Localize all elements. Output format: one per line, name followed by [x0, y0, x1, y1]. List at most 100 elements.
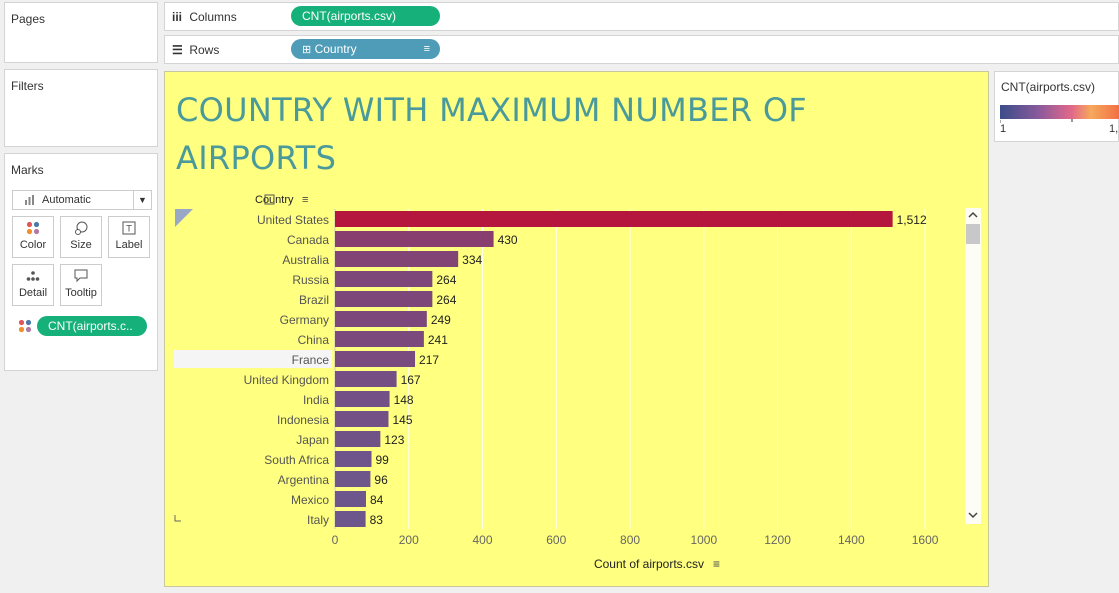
- country-label: China: [298, 333, 330, 347]
- tooltip-button[interactable]: Tooltip: [60, 264, 102, 306]
- bar: [335, 251, 459, 267]
- bar-value-label: 167: [401, 373, 421, 387]
- country-label: United Kingdom: [244, 373, 329, 387]
- country-label: Australia: [282, 253, 329, 267]
- color-label: Color: [19, 239, 47, 251]
- bar-chart[interactable]: Country ≡ United States 1,512 Canada 430 Austr…: [165, 72, 989, 587]
- bar: [335, 291, 433, 307]
- legend-min-label: 1: [1000, 123, 1007, 135]
- corner-marker: [174, 515, 181, 522]
- columns-icon: iii: [172, 10, 183, 24]
- row-header-label: Country: [255, 194, 294, 206]
- visualization-area[interactable]: COUNTRY WITH MAXIMUM NUMBER OF AIRPORTS …: [164, 71, 989, 587]
- color-icon: [13, 217, 53, 239]
- bar-value-label: 148: [394, 393, 414, 407]
- label-label: Label: [115, 239, 143, 251]
- x-tick-label: 1000: [690, 533, 717, 547]
- country-label: Argentina: [278, 473, 330, 487]
- marks-title: Marks: [11, 163, 44, 177]
- rows-label: Rows: [189, 43, 220, 57]
- country-label: United States: [257, 213, 329, 227]
- svg-text:T: T: [125, 225, 132, 235]
- color-button[interactable]: Color: [12, 216, 54, 258]
- bar-value-label: 99: [376, 453, 390, 467]
- bar: [335, 511, 366, 527]
- bar: [335, 351, 416, 367]
- pages-card[interactable]: Pages: [4, 2, 158, 63]
- columns-shelf[interactable]: iii Columns CNT(airports.csv): [164, 2, 1119, 31]
- label-button[interactable]: T Label: [108, 216, 150, 258]
- legend-title: CNT(airports.csv): [1001, 80, 1096, 94]
- rows-pill-label: Country: [314, 42, 357, 56]
- bar: [335, 391, 390, 407]
- tooltip-icon: [61, 265, 101, 287]
- tooltip-label: Tooltip: [65, 287, 97, 299]
- pages-title: Pages: [11, 12, 46, 26]
- bar-value-label: 334: [462, 253, 482, 267]
- x-tick-label: 600: [546, 533, 566, 547]
- sort-icon: ≡: [302, 194, 308, 206]
- bar: [335, 271, 433, 287]
- country-label: Germany: [280, 313, 329, 327]
- country-label: Russia: [292, 273, 329, 287]
- mark-type-dropdown[interactable]: Automatic ▼: [12, 190, 152, 210]
- country-label: Canada: [287, 233, 329, 247]
- x-tick-label: 1600: [912, 533, 939, 547]
- bar-value-label: 84: [370, 493, 384, 507]
- legend-gradient: [1000, 105, 1119, 123]
- bar-chart-icon: [25, 195, 35, 208]
- rows-icon: ☰: [172, 43, 183, 57]
- bar-value-label: 96: [374, 473, 388, 487]
- country-label: India: [303, 393, 329, 407]
- vertical-scrollbar[interactable]: [965, 208, 981, 524]
- bar: [335, 311, 427, 327]
- expand-icon: [264, 194, 275, 205]
- country-label: Mexico: [291, 493, 329, 507]
- bar-value-label: 217: [419, 353, 439, 367]
- country-label: Brazil: [299, 293, 329, 307]
- country-label: Italy: [307, 513, 329, 527]
- bar-value-label: 264: [436, 293, 456, 307]
- bar-value-label: 1,512: [897, 213, 927, 227]
- legend-max-label: 1,: [1109, 123, 1119, 135]
- detail-button[interactable]: Detail: [12, 264, 54, 306]
- color-encoding-icon: [18, 319, 32, 336]
- rows-pill[interactable]: ⊞ Country ≡: [291, 39, 440, 59]
- bar-value-label: 123: [384, 433, 404, 447]
- filters-card[interactable]: Filters: [4, 69, 158, 147]
- bar-value-label: 83: [370, 513, 384, 527]
- bar-value-label: 430: [498, 233, 518, 247]
- chevron-down-icon[interactable]: ▼: [133, 191, 151, 209]
- x-tick-label: 200: [399, 533, 419, 547]
- x-tick-label: 1400: [838, 533, 865, 547]
- viz-title: COUNTRY WITH MAXIMUM NUMBER OF AIRPORTS: [176, 91, 808, 177]
- rows-shelf[interactable]: ☰ Rows ⊞ Country ≡: [164, 35, 1119, 64]
- bar: [335, 411, 389, 427]
- bar-value-label: 264: [436, 273, 456, 287]
- bar: [335, 431, 381, 447]
- bar: [335, 331, 424, 347]
- bar: [335, 231, 494, 247]
- country-label: Japan: [296, 433, 329, 447]
- rows-shelf-label: ☰ Rows: [172, 43, 219, 57]
- bar-value-label: 249: [431, 313, 451, 327]
- country-label: France: [292, 353, 330, 367]
- label-icon: T: [109, 217, 149, 239]
- bar: [335, 211, 893, 227]
- detail-label: Detail: [18, 287, 48, 299]
- expand-icon: ⊞: [302, 44, 312, 56]
- x-tick-label: 1200: [764, 533, 791, 547]
- filters-title: Filters: [11, 79, 44, 93]
- bar: [335, 471, 371, 487]
- corner-marker: [175, 209, 193, 227]
- color-legend[interactable]: CNT(airports.csv) 1 1,: [994, 71, 1119, 142]
- mark-type-label: Automatic: [42, 194, 91, 206]
- size-button[interactable]: Size: [60, 216, 102, 258]
- marks-card[interactable]: Marks Automatic ▼ Color Size T Label Det…: [4, 153, 158, 371]
- columns-shelf-label: iii Columns: [172, 10, 237, 24]
- color-field-pill[interactable]: CNT(airports.c..: [37, 316, 147, 336]
- size-icon: [61, 217, 101, 239]
- columns-pill[interactable]: CNT(airports.csv): [291, 6, 440, 26]
- detail-icon: [13, 265, 53, 287]
- selected-row-highlight: [174, 350, 332, 368]
